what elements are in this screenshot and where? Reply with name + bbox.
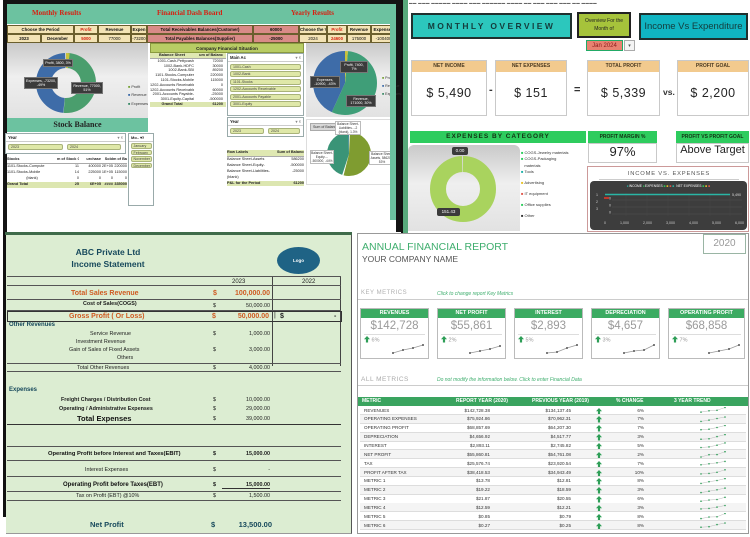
svg-text:5,490: 5,490 [732,193,741,197]
svg-text:0: 0 [609,204,611,208]
svg-text:0: 0 [609,197,611,201]
svg-text:0: 0 [609,211,611,215]
